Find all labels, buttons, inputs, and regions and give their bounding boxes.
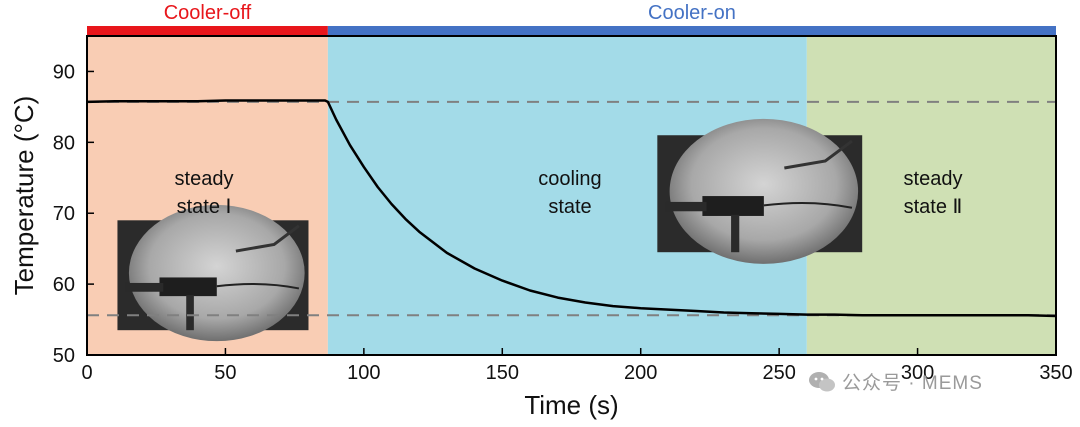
y-tick-label-50: 50	[53, 345, 75, 367]
x-tick-label-50: 50	[214, 362, 236, 384]
y-tick-label-60: 60	[53, 274, 75, 296]
wechat-icon	[809, 371, 835, 391]
photo-steady-state-1-wire	[216, 282, 300, 290]
photo-steady-state-1-disc	[128, 204, 305, 342]
temperature-line	[87, 99, 1056, 318]
x-tick-label-200: 200	[624, 362, 657, 384]
photo-cooling-state-wire	[763, 201, 853, 209]
region-label-2-0: steady	[904, 168, 963, 190]
x-tick-label-0: 0	[81, 362, 92, 384]
photo-steady-state-1	[117, 204, 309, 342]
y-tick-label-80: 80	[53, 132, 75, 154]
watermark: 公众号 · MEMS	[808, 368, 983, 395]
region-label-2-1: state Ⅱ	[904, 196, 963, 218]
x-tick-label-300: 300	[901, 362, 934, 384]
photo-steady-state-1-clamp	[125, 282, 164, 292]
region-label-0-1: state Ⅰ	[177, 196, 232, 218]
photo-steady-state-1-arm	[235, 224, 300, 253]
x-tick-label-100: 100	[347, 362, 380, 384]
y-tick-label-70: 70	[53, 203, 75, 225]
band-bar-0	[87, 26, 328, 35]
photo-cooling-state	[657, 118, 863, 264]
photo-cooling-state-arm	[784, 139, 853, 170]
plot-frame	[86, 35, 1057, 356]
photo-cooling-state-disc	[669, 118, 859, 264]
y-tick-label-90: 90	[53, 61, 75, 83]
photo-steady-state-1-post	[186, 295, 194, 331]
band-label-1: Cooler-on	[648, 2, 736, 24]
region-label-1-1: state	[548, 196, 591, 218]
watermark-text: 公众号 · MEMS	[842, 373, 983, 394]
x-tick-label-250: 250	[762, 362, 795, 384]
band-bar-1	[327, 26, 1056, 35]
photo-cooling-state-clamp	[665, 201, 707, 212]
photo-steady-state-1-sensor	[159, 277, 217, 297]
band-label-0: Cooler-off	[164, 2, 252, 24]
y-axis-title: Temperature (°C)	[9, 96, 39, 296]
x-axis-title: Time (s)	[524, 390, 618, 420]
x-tick-label-350: 350	[1039, 362, 1072, 384]
region-label-0-0: steady	[175, 168, 234, 190]
photo-cooling-state-sensor	[702, 196, 764, 216]
x-tick-label-150: 150	[486, 362, 519, 384]
region-label-1-0: cooling	[538, 168, 601, 190]
photo-cooling-state-post	[731, 214, 740, 253]
